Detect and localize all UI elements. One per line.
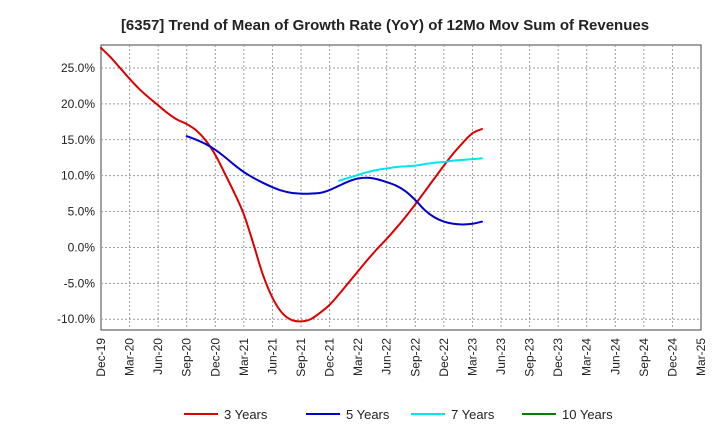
x-tick-label: Sep-23 (523, 338, 537, 377)
x-tick-label: Mar-25 (694, 338, 708, 376)
series-line-3-years (100, 46, 483, 323)
legend: 3 Years 5 Years 7 Years 10 Years (184, 407, 613, 422)
x-tick-label: Dec-24 (665, 338, 679, 377)
x-tick-label: Jun-24 (608, 338, 622, 375)
y-tick-label: 10.0% (61, 169, 95, 183)
chart-title: [6357] Trend of Mean of Growth Rate (YoY… (121, 17, 649, 34)
x-tick-label: Mar-23 (465, 338, 479, 376)
x-tick-label: Mar-24 (580, 338, 594, 376)
x-tick-label: Jun-20 (151, 338, 165, 375)
x-tick-label: Sep-24 (637, 338, 651, 377)
y-tick-label: -10.0% (57, 312, 95, 326)
y-tick-label: 15.0% (61, 133, 95, 147)
y-tick-label: -5.0% (64, 276, 96, 290)
x-tick-label: Sep-21 (294, 338, 308, 377)
grid-layer (101, 45, 701, 330)
legend-label: 10 Years (562, 407, 613, 422)
x-tick-label: Jun-23 (494, 338, 508, 375)
y-tick-label: 5.0% (68, 205, 96, 219)
series-line-5-years (185, 135, 483, 226)
x-tick-label: Jun-21 (265, 338, 279, 375)
x-tick-label: Mar-21 (237, 338, 251, 376)
x-tick-label: Sep-22 (408, 338, 422, 377)
x-tick-label: Mar-20 (123, 338, 137, 376)
series-line-7-years (338, 157, 483, 182)
x-tick-label: Mar-22 (351, 338, 365, 376)
x-tick-label: Dec-23 (551, 338, 565, 377)
legend-label: 3 Years (224, 407, 268, 422)
y-tick-label: 0.0% (68, 240, 96, 254)
x-tick-label: Dec-21 (323, 338, 337, 377)
legend-label: 5 Years (346, 407, 390, 422)
x-tick-label: Sep-20 (180, 338, 194, 377)
axis-layer: 25.0% 20.0% 15.0% 10.0% 5.0% 0.0% -5.0% -10.0% D… (57, 61, 708, 377)
x-tick-label: Dec-19 (94, 338, 108, 377)
y-tick-label: 25.0% (61, 61, 95, 75)
y-tick-label: 20.0% (61, 97, 95, 111)
legend-label: 7 Years (451, 407, 495, 422)
x-tick-label: Dec-22 (437, 338, 451, 377)
x-tick-label: Dec-20 (208, 338, 222, 377)
x-tick-label: Jun-22 (380, 338, 394, 375)
series-layer (100, 46, 483, 323)
